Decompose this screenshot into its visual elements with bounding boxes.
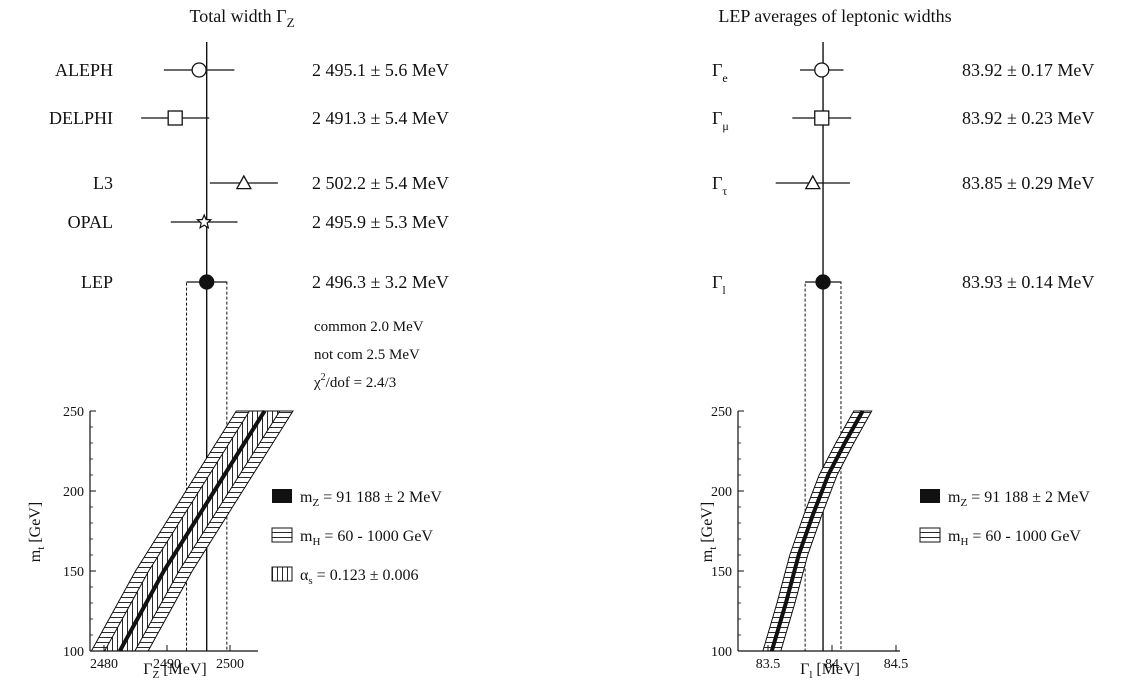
y-tick-label: 200	[63, 485, 84, 500]
y-tick-label: 100	[711, 645, 732, 660]
x-tick-label: 84	[825, 657, 839, 672]
row-value: 83.92 ± 0.23 MeV	[962, 108, 1094, 128]
data-marker	[804, 174, 821, 190]
y-tick-label: 150	[711, 565, 732, 580]
data-marker	[235, 174, 252, 190]
row-label: L3	[93, 173, 113, 193]
row-label: LEP	[81, 272, 113, 292]
right-bands	[762, 410, 873, 651]
left-row: L3 2 502.2 ± 5.4 MeV	[93, 173, 449, 193]
legend-swatch-mh-right	[919, 527, 941, 543]
data-marker	[191, 62, 207, 78]
y-tick-label: 250	[63, 405, 84, 420]
legend-swatch-mz	[272, 489, 292, 503]
band-alphas	[104, 410, 281, 651]
row-value: 83.85 ± 0.29 MeV	[962, 173, 1094, 193]
left-bands	[90, 409, 294, 651]
row-value: 2 491.3 ± 5.4 MeV	[312, 108, 449, 128]
legend-label-mz: mZ = 91 188 ± 2 MeV	[300, 489, 442, 509]
x-tick-label: 83.5	[756, 657, 781, 672]
y-tick-label: 100	[63, 645, 84, 660]
right-legend: mZ = 91 188 ± 2 MeV mH = 60 - 1000 GeV	[919, 489, 1090, 548]
row-label: Γl	[712, 272, 726, 297]
data-marker	[815, 274, 831, 290]
row-label: DELPHI	[49, 108, 113, 128]
row-label: OPAL	[68, 212, 113, 232]
row-label: ALEPH	[55, 60, 113, 80]
note-common: common 2.0 MeV	[314, 319, 424, 335]
note-not-common: not com 2.5 MeV	[314, 347, 420, 363]
left-legend: mZ = 91 188 ± 2 MeV mH = 60 - 1000 GeV α…	[271, 489, 442, 587]
left-panel: Total width ΓZ ALEPH 2 495.1 ± 5.6 MeV DEL…	[27, 6, 449, 681]
right-xlabel: Γl [MeV]	[800, 661, 860, 681]
y-tick-label: 250	[711, 405, 732, 420]
row-label: Γμ	[712, 108, 729, 133]
data-marker	[167, 110, 183, 126]
band-mz	[118, 409, 267, 651]
legend-label-mz-right: mZ = 91 188 ± 2 MeV	[948, 489, 1090, 509]
band-mz	[769, 410, 865, 651]
left-row: DELPHI 2 491.3 ± 5.4 MeV	[49, 108, 449, 128]
data-marker	[199, 274, 215, 290]
row-value: 83.92 ± 0.17 MeV	[962, 60, 1094, 80]
left-ylabel: mt [GeV]	[27, 502, 47, 562]
left-xlabel: ΓZ [MeV]	[143, 661, 207, 681]
left-row: LEP 2 496.3 ± 3.2 MeV	[81, 272, 449, 292]
legend-swatch-alphas	[271, 566, 293, 582]
row-value: 2 495.9 ± 5.3 MeV	[312, 212, 449, 232]
left-row: OPAL 2 495.9 ± 5.3 MeV	[68, 212, 449, 232]
legend-swatch-mz-right	[920, 489, 940, 503]
band-mh	[762, 410, 873, 651]
left-title: Total width ΓZ	[189, 6, 294, 30]
y-tick-label: 200	[711, 485, 732, 500]
left-row: ALEPH 2 495.1 ± 5.6 MeV	[55, 60, 449, 80]
right-title: LEP averages of leptonic widths	[718, 6, 951, 26]
row-value: 83.93 ± 0.14 MeV	[962, 272, 1094, 292]
x-tick-label: 84.5	[884, 657, 909, 672]
right-panel: LEP averages of leptonic widths Γe 83.92 …	[699, 6, 1094, 681]
note-chi2: χ2/dof = 2.4/3	[313, 372, 396, 391]
row-label: Γe	[712, 60, 728, 85]
x-tick-label: 2500	[216, 657, 244, 672]
y-tick-label: 150	[63, 565, 84, 580]
right-row: Γμ 83.92 ± 0.23 MeV	[712, 108, 1094, 133]
row-value: 2 495.1 ± 5.6 MeV	[312, 60, 449, 80]
right-row: Γe 83.92 ± 0.17 MeV	[712, 60, 1094, 85]
row-label: Γτ	[712, 173, 727, 198]
right-ylabel: mt [GeV]	[699, 502, 719, 562]
data-marker	[814, 62, 830, 78]
right-row: Γτ 83.85 ± 0.29 MeV	[712, 173, 1094, 198]
data-marker	[814, 110, 830, 126]
x-tick-label: 2490	[153, 657, 181, 672]
legend-label-mh: mH = 60 - 1000 GeV	[300, 528, 433, 548]
right-row: Γl 83.93 ± 0.14 MeV	[712, 272, 1094, 297]
legend-label-mh-right: mH = 60 - 1000 GeV	[948, 528, 1081, 548]
row-value: 2 502.2 ± 5.4 MeV	[312, 173, 449, 193]
legend-swatch-mh	[271, 527, 293, 543]
row-value: 2 496.3 ± 3.2 MeV	[312, 272, 449, 292]
data-marker	[195, 213, 213, 229]
x-tick-label: 2480	[90, 657, 118, 672]
legend-label-alphas: αs = 0.123 ± 0.006	[300, 567, 418, 587]
